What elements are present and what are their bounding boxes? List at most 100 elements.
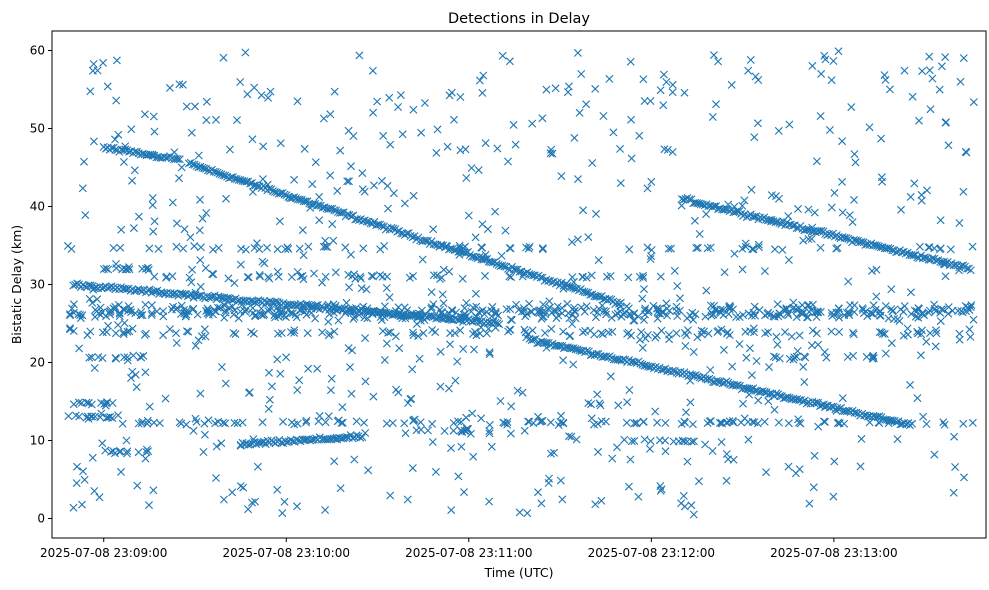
band-point [803,301,812,310]
track-point [781,393,790,402]
noise-point [513,386,522,395]
band-point [925,243,934,252]
noise-point [386,491,395,500]
band-point [690,437,698,446]
noise-point [969,98,978,107]
band-point [449,426,458,435]
noise-point [720,268,729,277]
noise-point [568,320,577,328]
noise-point [237,244,246,253]
band-point [220,301,229,310]
noise-point [804,205,813,214]
noise-point [961,147,970,156]
noise-point [326,171,335,180]
noise-point [306,203,315,212]
noise-point [908,92,917,101]
noise-point [573,48,582,57]
noise-point [276,369,285,378]
band-point [302,418,310,427]
band-point [416,418,425,427]
noise-point [253,239,261,248]
track-point [299,197,308,206]
noise-point [99,58,108,67]
noise-point [599,112,608,120]
noise-point [767,217,776,226]
noise-point [274,306,283,315]
noise-point [965,325,974,334]
noise-point [370,181,378,190]
noise-point [546,149,555,158]
noise-point [178,80,187,89]
noise-point [645,444,654,453]
band-point [85,353,94,362]
noise-point [479,71,488,80]
band-point [284,245,293,253]
band-point [165,325,174,334]
noise-point [452,308,460,317]
band-point [667,244,675,253]
noise-point [373,97,382,106]
band-point [287,273,296,281]
noise-point [683,457,692,466]
band-point [109,244,118,252]
band-point [578,328,587,337]
noise-point [450,115,458,124]
band-point [966,303,975,312]
band-point [918,326,926,335]
band-point [506,315,515,324]
band-point [566,331,575,340]
noise-point [236,260,245,269]
noise-point [767,191,776,200]
noise-point [122,436,131,445]
track-point [486,258,495,267]
noise-point [177,310,185,318]
noise-point [182,327,191,336]
band-point [238,300,247,309]
track-point [556,341,565,350]
band-point [652,304,661,313]
track-point [844,406,853,415]
band-point [119,305,128,314]
noise-point [804,235,813,243]
noise-point [773,340,782,349]
band-point [829,310,838,319]
band-point [363,304,372,313]
band-point [795,331,804,340]
noise-point [584,233,593,242]
noise-point [447,506,456,515]
noise-point [175,174,183,183]
band-point [505,272,514,281]
track-point [918,254,927,263]
noise-point [760,267,769,276]
noise-point [285,192,293,201]
band-point [338,306,347,315]
band-point [859,309,868,318]
noise-point [134,448,143,457]
band-point [834,308,843,317]
track-point [211,168,220,176]
noise-point [665,335,674,344]
band-point [319,242,328,251]
band-point [330,327,339,336]
track-point [86,281,95,290]
band-point [209,245,217,254]
band-point [704,329,713,338]
band-point [107,447,115,456]
noise-point [959,54,968,63]
noise-point [410,415,419,424]
noise-point [478,220,487,229]
band-point [925,306,934,315]
noise-point [787,332,796,341]
noise-point [401,429,410,438]
noise-point [263,243,271,252]
band-point [512,300,521,309]
noise-point [687,501,696,510]
band-point [225,303,234,312]
noise-point [221,379,230,388]
band-point [602,307,610,316]
track-point [346,305,355,314]
band-point [750,418,759,427]
noise-point [264,93,273,102]
band-point [537,314,546,323]
noise-point [443,142,452,151]
